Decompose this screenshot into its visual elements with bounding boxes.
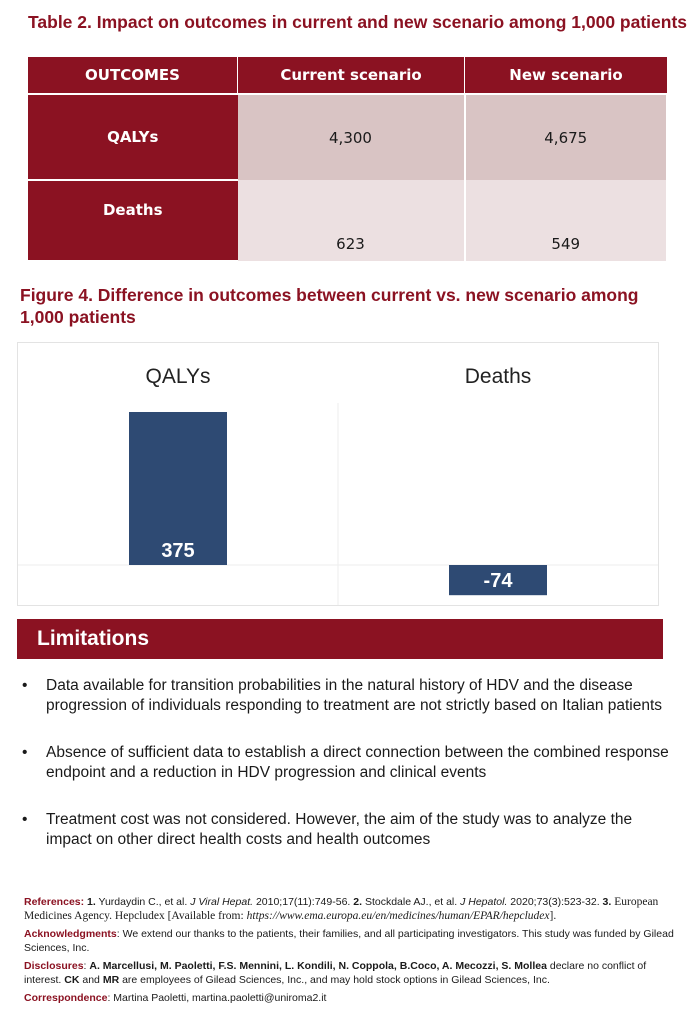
row-label-qalys: QALYs bbox=[28, 94, 238, 181]
limitation-text: Absence of sufficient data to establish … bbox=[46, 744, 669, 781]
outcomes-table: OUTCOMES Current scenario New scenario Q… bbox=[28, 57, 668, 262]
references-label: References: bbox=[24, 896, 85, 908]
bullet-icon: • bbox=[22, 677, 28, 694]
bullet-icon: • bbox=[22, 744, 28, 761]
ref-cite: 2020;73(3):523-32. bbox=[510, 896, 600, 908]
references: References: 1. Yurdaydin C., et al. J Vi… bbox=[24, 896, 679, 923]
list-item: • Absence of sufficient data to establis… bbox=[20, 743, 670, 783]
disclosures-label: Disclosures bbox=[24, 960, 84, 972]
ref-text: Yurdaydin C., et al. bbox=[98, 896, 188, 908]
table-row: Deaths 623 549 bbox=[28, 180, 668, 262]
disclosure-and: and bbox=[82, 973, 100, 986]
data-label-deaths: -74 bbox=[484, 570, 514, 592]
correspondence-label: Correspondence bbox=[24, 992, 108, 1004]
ref-text: European Medicines Agency. Hepcludex [Av… bbox=[24, 896, 659, 922]
category-label-deaths: Deaths bbox=[465, 365, 532, 388]
data-label-qalys: 375 bbox=[161, 540, 194, 562]
ref-cite: 2010;17(11):749-56. bbox=[255, 896, 351, 908]
disclosure-text: declare no conflict of interest. bbox=[24, 960, 647, 986]
ref-end: ]. bbox=[549, 909, 557, 922]
header-new-scenario: New scenario bbox=[464, 57, 667, 95]
disclosure-mr: MR bbox=[102, 973, 120, 986]
list-item: • Data available for transition probabil… bbox=[20, 676, 670, 716]
bullet-icon: • bbox=[22, 811, 28, 828]
disclosures: Disclosures: A. Marcellusi, M. Paoletti,… bbox=[24, 960, 647, 986]
limitation-text: Data available for transition probabilit… bbox=[46, 677, 663, 714]
table-row: QALYs 4,300 4,675 bbox=[28, 94, 668, 181]
header-current-scenario: Current scenario bbox=[237, 57, 465, 95]
figure-title: Figure 4. Difference in outcomes between… bbox=[20, 285, 639, 327]
header-outcomes: OUTCOMES bbox=[28, 57, 238, 95]
category-label-qalys: QALYs bbox=[146, 365, 211, 388]
bar-qalys bbox=[129, 412, 227, 565]
correspondence-text: : Martina Paoletti, martina.paoletti@uni… bbox=[107, 992, 327, 1004]
disclosure-text: are employees of Gilead Sciences, Inc., … bbox=[122, 973, 550, 986]
qalys-new: 4,675 bbox=[464, 94, 668, 180]
table-title: Table 2. Impact on outcomes in current a… bbox=[28, 12, 688, 32]
difference-chart: QALYs 375 Deaths -74 bbox=[17, 342, 659, 606]
correspondence: Correspondence: Martina Paoletti, martin… bbox=[24, 992, 679, 1006]
deaths-new: 549 bbox=[464, 180, 668, 261]
limitations-title: Limitations bbox=[37, 627, 150, 650]
limitations-list: • Data available for transition probabil… bbox=[20, 676, 670, 850]
disclosure-names: A. Marcellusi, M. Paoletti, F.S. Mennini… bbox=[89, 960, 547, 972]
list-item: • Treatment cost was not considered. How… bbox=[20, 810, 670, 850]
footnotes: References: 1. Yurdaydin C., et al. J Vi… bbox=[24, 896, 679, 1011]
ref-journal: J Hepatol. bbox=[460, 896, 508, 908]
ref-num: 1. bbox=[87, 896, 96, 908]
limitations-header: Limitations bbox=[17, 619, 663, 659]
acknowledgments-text: : We extend our thanks to the patients, … bbox=[24, 928, 674, 954]
deaths-current: 623 bbox=[237, 180, 466, 261]
acknowledgments: Acknowledgments: We extend our thanks to… bbox=[24, 928, 679, 955]
ref-num: 2. bbox=[353, 896, 363, 908]
ref-text: Stockdale AJ., et al. bbox=[364, 896, 458, 908]
limitation-text: Treatment cost was not considered. Howev… bbox=[46, 811, 633, 848]
ref-num: 3. bbox=[602, 896, 612, 908]
row-label-deaths: Deaths bbox=[28, 180, 238, 262]
disclosure-ck: CK bbox=[64, 973, 80, 986]
ref-journal: J Viral Hepat. bbox=[190, 896, 254, 908]
acknowledgments-label: Acknowledgments bbox=[24, 928, 117, 940]
qalys-current: 4,300 bbox=[237, 94, 466, 180]
bar-deaths bbox=[449, 565, 547, 596]
ref-url[interactable]: https://www.ema.europa.eu/en/medicines/h… bbox=[246, 909, 550, 922]
chart-svg: QALYs 375 Deaths -74 bbox=[18, 365, 658, 605]
